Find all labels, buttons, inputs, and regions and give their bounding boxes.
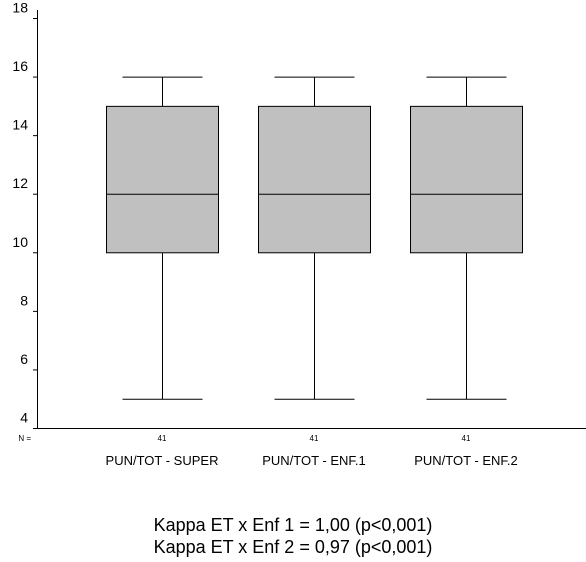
x-category-label: PUN/TOT - ENF.2	[414, 453, 518, 468]
iqr-box	[106, 105, 219, 254]
y-tick-label: 12	[12, 175, 28, 191]
y-tick-label: 10	[12, 234, 28, 250]
box-group	[258, 76, 371, 400]
box-group	[106, 76, 219, 400]
n-count-label: 41	[158, 434, 167, 443]
y-tick-label: 6	[20, 351, 28, 367]
boxplot-chart: 4 6 8 10 12 14 16 18 N = 41 PUN/TOT - SUPER 41 PUN/T…	[12, 0, 586, 468]
kappa-caption-1: Kappa ET x Enf 1 = 1,00 (p<0,001)	[153, 515, 433, 535]
y-tick-label: 4	[20, 410, 28, 426]
n-count-label: 41	[310, 434, 319, 443]
y-tick-label: 14	[12, 117, 28, 133]
n-count-label: 41	[462, 434, 471, 443]
n-label: N =	[18, 434, 31, 443]
kappa-caption-2: Kappa ET x Enf 2 = 0,97 (p<0,001)	[153, 537, 433, 557]
y-tick-label: 16	[12, 58, 28, 74]
y-tick-label: 18	[12, 0, 28, 16]
iqr-box	[258, 105, 371, 254]
y-tick-label: 8	[20, 292, 28, 308]
iqr-box	[410, 105, 523, 254]
box-group	[410, 76, 523, 400]
x-category-label: PUN/TOT - SUPER	[106, 453, 219, 468]
x-category-label: PUN/TOT - ENF.1	[262, 453, 366, 468]
